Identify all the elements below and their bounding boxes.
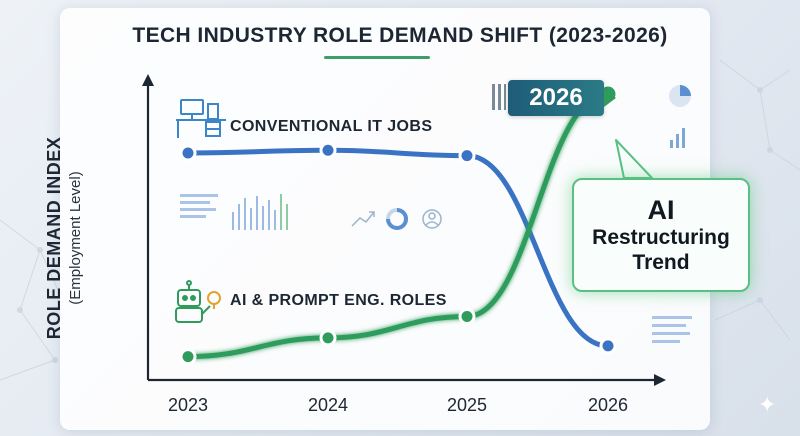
data-point-conventional-it-2025 <box>458 147 476 165</box>
x-tick-label-2026: 2026 <box>588 395 628 415</box>
callout-line-3: Trend <box>632 251 690 274</box>
series-line-conventional-it <box>185 147 611 349</box>
data-point-ai-prompt-2024 <box>319 329 337 347</box>
x-tick-label-2024: 2024 <box>308 395 348 415</box>
legend-conventional-it: CONVENTIONAL IT JOBS <box>230 118 433 135</box>
trend-arrow-icon <box>351 211 375 227</box>
x-tick-label-2025: 2025 <box>447 395 487 415</box>
year-badge: 2026 <box>508 80 604 116</box>
robot-lightbulb-icon <box>175 280 221 323</box>
decor-text-lines-icon <box>180 194 218 218</box>
callout-line-2: Restructuring <box>592 226 730 249</box>
x-tick-label-2023: 2023 <box>168 395 208 415</box>
title-underline <box>324 56 430 59</box>
bar-chart-icon <box>670 128 685 148</box>
chart-title: TECH INDUSTRY ROLE DEMAND SHIFT (2023-20… <box>132 24 668 47</box>
y-axis-title: ROLE DEMAND INDEX <box>44 136 64 340</box>
series-line-ai-prompt <box>185 91 611 360</box>
x-tick-labels: 2023 2024 2025 2026 <box>168 395 628 415</box>
legend-ai-prompt: AI & PROMPT ENG. ROLES <box>230 292 447 309</box>
decor-bar-cluster-icon <box>232 194 288 230</box>
pie-chart-icon <box>669 85 691 107</box>
data-point-conventional-it-2026 <box>599 337 617 355</box>
y-axis-subtitle: (Employment Level) <box>67 171 84 305</box>
data-point-conventional-it-2023 <box>179 144 197 162</box>
callout-tail <box>615 139 653 179</box>
data-point-conventional-it-2024 <box>319 141 337 159</box>
badge-stripes <box>492 84 506 110</box>
axes <box>142 74 666 386</box>
ai-trend-callout: AI Restructuring Trend <box>572 178 750 292</box>
data-point-ai-prompt-2023 <box>179 348 197 366</box>
badge-arrow <box>604 89 616 107</box>
callout-line-1: AI <box>647 195 675 225</box>
data-point-ai-prompt-2025 <box>458 307 476 325</box>
donut-chart-icon <box>386 208 408 230</box>
computer-desk-icon <box>176 99 226 138</box>
sparkle-icon: ✦ <box>758 392 777 417</box>
y-axis-label: ROLE DEMAND INDEX (Employment Level) <box>44 137 84 340</box>
decor-text-lines-right-icon <box>652 316 692 343</box>
user-circle-icon <box>422 209 442 229</box>
